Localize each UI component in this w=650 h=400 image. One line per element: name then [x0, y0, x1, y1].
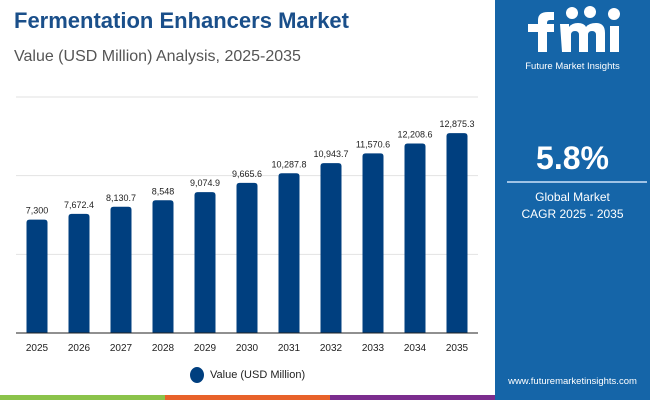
x-tick-label: 2032 — [320, 343, 343, 354]
cagr-label-1: Global Market — [535, 190, 610, 204]
legend-label: Value (USD Million) — [210, 369, 306, 381]
chart-title: Fermentation Enhancers Market — [14, 8, 349, 33]
bar-chart: 7,300 2025 7,672.4 2026 8,130.7 2027 8,548 2028… — [16, 96, 478, 354]
x-tick-label: 2025 — [26, 343, 49, 354]
legend-swatch — [190, 367, 204, 383]
x-tick-label: 2026 — [68, 343, 91, 354]
data-label: 11,570.6 — [356, 139, 390, 149]
brand-name: Future Market Insights — [525, 61, 620, 72]
website-link[interactable]: www.futuremarketinsights.com — [508, 376, 637, 387]
side-panel: Future Market Insights 5.8% Global Marke… — [495, 0, 650, 400]
bar — [236, 182, 258, 333]
bar — [278, 173, 300, 333]
divider — [507, 181, 647, 183]
data-label: 7,672.4 — [64, 200, 94, 210]
bar — [446, 133, 468, 333]
bar — [404, 143, 426, 333]
data-label: 12,208.6 — [397, 129, 432, 139]
x-tick-label: 2033 — [362, 343, 385, 354]
fmi-logo-icon — [528, 6, 620, 52]
data-label: 10,287.8 — [271, 159, 306, 169]
cagr-label-2: CAGR 2025 - 2035 — [521, 207, 624, 221]
data-label: 9,074.9 — [190, 178, 220, 188]
strip-purple — [330, 395, 495, 400]
x-tick-label: 2030 — [236, 343, 259, 354]
x-tick-label: 2034 — [404, 343, 427, 354]
data-label: 9,665.6 — [232, 169, 262, 179]
strip-green — [0, 395, 165, 400]
data-label: 10,943.7 — [313, 149, 348, 159]
legend: Value (USD Million) — [190, 367, 305, 383]
chart-subtitle: Value (USD Million) Analysis, 2025-2035 — [14, 48, 301, 65]
bar — [194, 192, 216, 333]
x-tick-label: 2028 — [152, 343, 175, 354]
strip-orange — [165, 395, 330, 400]
x-tick-label: 2029 — [194, 343, 217, 354]
data-label: 12,875.3 — [439, 119, 474, 129]
bar — [26, 219, 48, 333]
bar — [68, 213, 90, 333]
bar — [152, 200, 174, 333]
bar — [110, 206, 132, 333]
data-label: 8,130.7 — [106, 193, 136, 203]
bar — [320, 163, 342, 333]
x-tick-label: 2027 — [110, 343, 133, 354]
x-tick-label: 2031 — [278, 343, 301, 354]
bar — [362, 153, 384, 333]
data-label: 7,300 — [26, 206, 49, 216]
color-strip — [0, 395, 495, 400]
cagr-value: 5.8% — [536, 140, 609, 176]
data-label: 8,548 — [152, 186, 175, 196]
x-tick-label: 2035 — [446, 343, 469, 354]
